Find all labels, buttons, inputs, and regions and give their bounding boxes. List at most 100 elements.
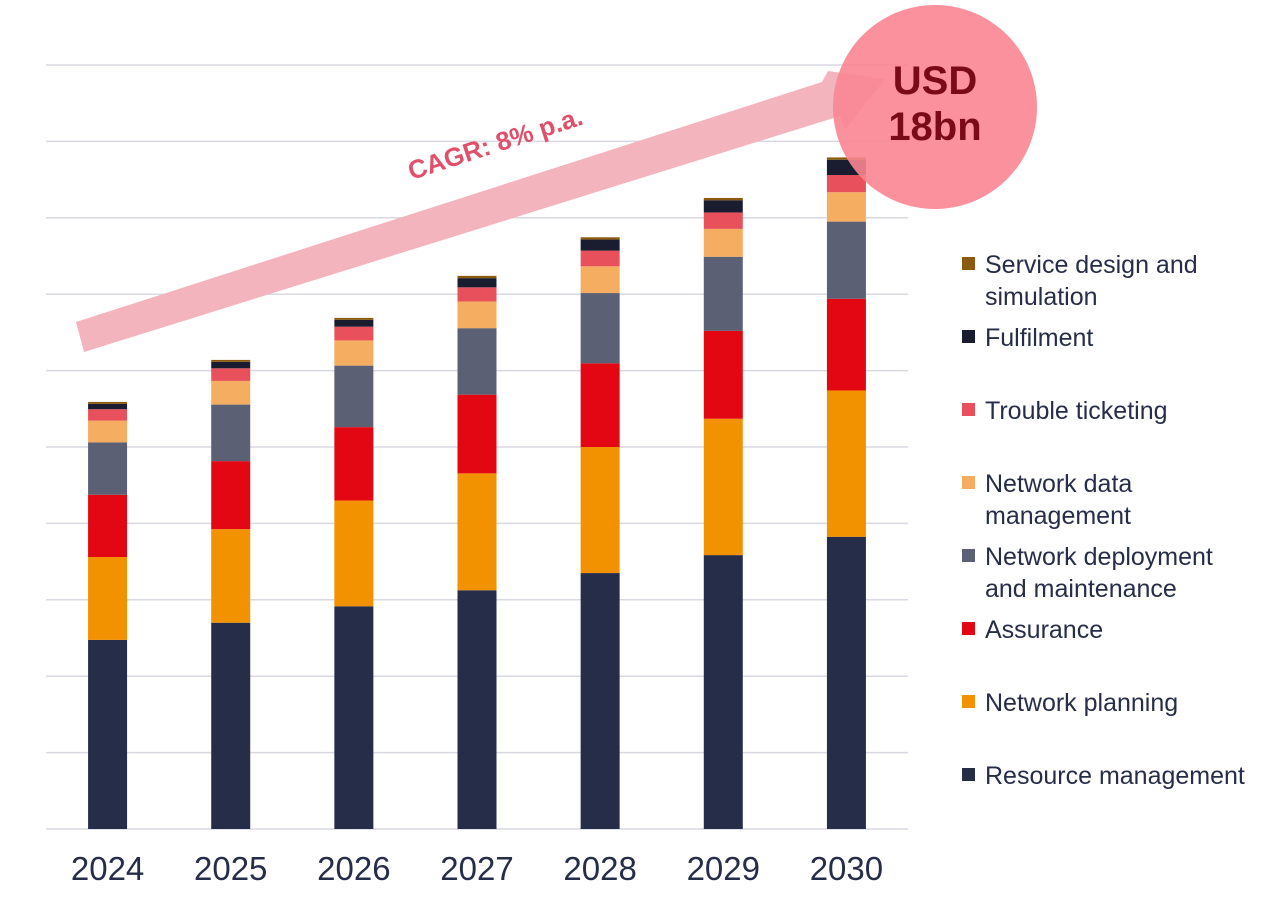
bar-segment-2026 (334, 319, 374, 327)
bar-stack-2028 (580, 237, 620, 829)
legend-swatch (962, 403, 975, 416)
bar-segment-2029 (703, 256, 743, 331)
bar-segment-2029 (703, 200, 743, 213)
cagr-arrow (76, 71, 885, 352)
bar-segment-2025 (211, 622, 251, 829)
legend-item-network-data: Network data management (962, 468, 1132, 532)
bar-segment-2027 (457, 278, 497, 288)
bar-segment-2025 (211, 529, 251, 623)
bar-stack-2030 (826, 157, 866, 829)
legend-label: Fulfilment (985, 324, 1094, 352)
legend-label: Network data management (985, 470, 1133, 530)
x-tick-label: 2029 (687, 850, 760, 887)
x-tick-label: 2025 (194, 850, 267, 887)
bar-segment-2025 (211, 361, 251, 369)
bar-segment-2025 (211, 404, 251, 462)
legend-swatch (962, 476, 975, 489)
x-tick-label: 2027 (440, 850, 513, 887)
bar-segment-2026 (334, 317, 374, 320)
bar-segment-2024 (88, 401, 128, 404)
bar-segment-2030 (826, 192, 866, 222)
bar-segment-2024 (88, 557, 128, 640)
bar-segment-2025 (211, 368, 251, 381)
bar-segment-2025 (211, 359, 251, 362)
bar-segment-2028 (580, 250, 620, 267)
bar-stack-2025 (211, 359, 251, 829)
bar-segment-2026 (334, 340, 374, 366)
legend-item-trouble-ticketing: Trouble ticketing (962, 395, 1168, 427)
legend-label: Resource management (985, 762, 1245, 790)
bar-segment-2028 (580, 293, 620, 364)
bar-segment-2028 (580, 237, 620, 240)
bar-segment-2029 (703, 555, 743, 829)
bar-segment-2028 (580, 573, 620, 829)
bar-segment-2030 (826, 390, 866, 537)
legend-label: Trouble ticketing (985, 397, 1168, 425)
legend-item-network-planning: Network planning (962, 687, 1178, 719)
bar-segment-2024 (88, 639, 128, 829)
bar-segment-2030 (826, 536, 866, 829)
bar-segment-2024 (88, 494, 128, 558)
x-tick-label: 2024 (71, 850, 144, 887)
bar-segment-2028 (580, 363, 620, 447)
bar-segment-2029 (703, 330, 743, 419)
legend-item-resource-management: Resource management (962, 760, 1245, 792)
bar-segment-2027 (457, 394, 497, 474)
bar-stack-2024 (88, 401, 128, 829)
bar-segment-2030 (826, 298, 866, 391)
bar-segment-2027 (457, 590, 497, 829)
bar-segment-2029 (703, 197, 743, 201)
legend-label: Service design and simulation (985, 251, 1198, 311)
legend-item-network-deployment: Network deployment and maintenance (962, 541, 1213, 605)
x-tick-label: 2026 (317, 850, 390, 887)
bar-segment-2029 (703, 212, 743, 229)
bar-stack-2026 (334, 317, 374, 829)
bar-stack-2027 (457, 275, 497, 829)
bar-segment-2025 (211, 461, 251, 530)
bar-segment-2030 (826, 175, 866, 193)
total-label: USD 18bn (888, 59, 982, 149)
legend-swatch (962, 549, 975, 562)
bar-segment-2024 (88, 409, 128, 421)
bar-segment-2025 (211, 380, 251, 405)
legend-swatch (962, 330, 975, 343)
bar-segment-2027 (457, 275, 497, 279)
legend-label: Network planning (985, 689, 1179, 717)
legend: Service design and simulation Fulfilment … (962, 0, 1278, 905)
bar-segment-2024 (88, 403, 128, 410)
bar-segment-2030 (826, 157, 866, 160)
total-bubble (833, 5, 1037, 209)
bar-segment-2028 (580, 266, 620, 294)
bar-segment-2027 (457, 473, 497, 591)
bar-segment-2028 (580, 447, 620, 574)
x-axis: 2024 2025 2026 2027 2028 2029 2030 (71, 850, 883, 887)
bar-segment-2027 (457, 328, 497, 395)
bar-segment-2027 (457, 301, 497, 329)
legend-item-assurance: Assurance (962, 614, 1103, 646)
bar-segment-2024 (88, 442, 128, 495)
bar-segment-2030 (826, 221, 866, 299)
bar-segment-2026 (334, 365, 374, 428)
bar-segment-2027 (457, 287, 497, 302)
bar-segment-2024 (88, 420, 128, 443)
bar-segment-2026 (334, 500, 374, 607)
bar-segment-2028 (580, 239, 620, 251)
legend-item-fulfilment: Fulfilment (962, 322, 1093, 354)
bar-segment-2029 (703, 228, 743, 257)
x-tick-label: 2030 (810, 850, 883, 887)
bar-stacks (88, 157, 866, 829)
bar-stack-2029 (703, 197, 743, 829)
legend-item-service-design: Service design and simulation (962, 249, 1198, 313)
legend-swatch (962, 257, 975, 270)
legend-swatch (962, 695, 975, 708)
legend-label: Network deployment and maintenance (985, 543, 1213, 603)
x-tick-label: 2028 (563, 850, 636, 887)
legend-swatch (962, 768, 975, 781)
bar-segment-2026 (334, 606, 374, 829)
legend-label: Assurance (985, 616, 1104, 644)
bar-segment-2026 (334, 427, 374, 501)
legend-swatch (962, 622, 975, 635)
bar-segment-2026 (334, 326, 374, 341)
bar-segment-2029 (703, 418, 743, 556)
